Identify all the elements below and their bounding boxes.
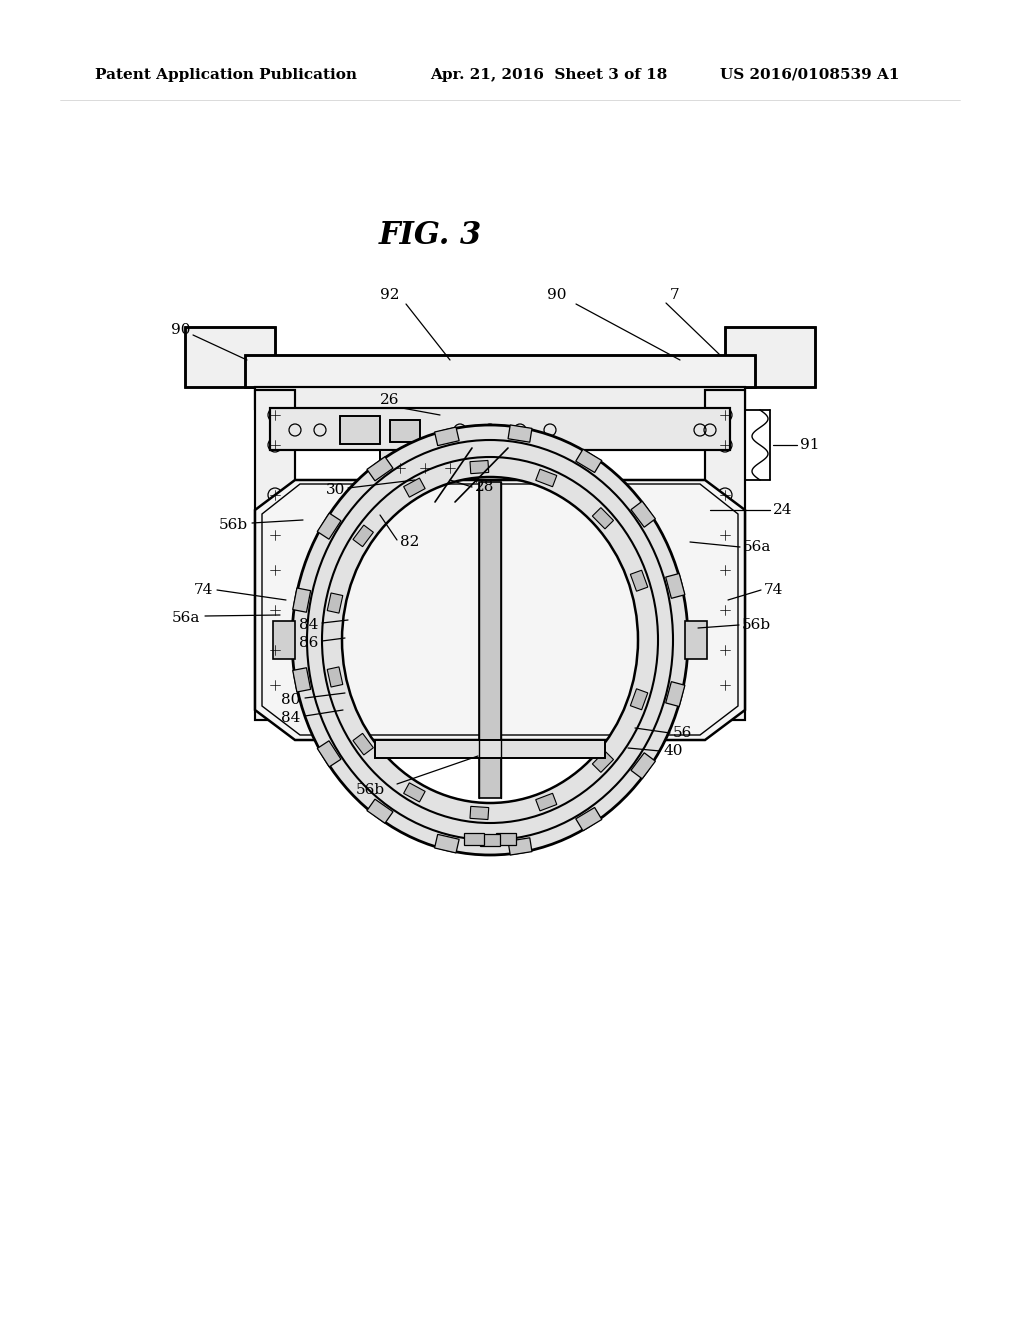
Text: 74: 74 — [764, 583, 783, 597]
Bar — [725, 327, 815, 387]
Bar — [496, 833, 516, 845]
Polygon shape — [403, 783, 425, 803]
Polygon shape — [255, 480, 745, 741]
Polygon shape — [353, 525, 374, 546]
Polygon shape — [292, 425, 688, 855]
Polygon shape — [508, 838, 532, 855]
Bar — [375, 741, 605, 758]
Text: 56b: 56b — [219, 517, 248, 532]
Text: US 2016/0108539 A1: US 2016/0108539 A1 — [720, 69, 899, 82]
Text: FIG. 3: FIG. 3 — [379, 219, 481, 251]
Bar — [340, 416, 380, 444]
Bar — [245, 355, 755, 387]
Polygon shape — [631, 689, 648, 710]
Polygon shape — [367, 457, 393, 480]
Bar — [255, 389, 295, 719]
Bar — [390, 420, 420, 442]
Bar — [185, 327, 275, 387]
Polygon shape — [666, 681, 685, 706]
Polygon shape — [470, 461, 488, 474]
Text: 56b: 56b — [355, 783, 385, 797]
Text: 56a: 56a — [743, 540, 771, 554]
Bar — [415, 482, 455, 502]
Bar — [705, 389, 745, 719]
Bar — [375, 741, 605, 758]
Bar — [340, 416, 380, 444]
Text: 91: 91 — [800, 438, 819, 451]
Polygon shape — [434, 834, 459, 853]
Text: 26: 26 — [380, 393, 399, 407]
Bar — [390, 420, 420, 442]
Polygon shape — [592, 751, 613, 772]
Polygon shape — [317, 741, 341, 767]
Text: 90: 90 — [547, 288, 566, 302]
Polygon shape — [575, 449, 602, 473]
Bar — [270, 408, 730, 450]
Polygon shape — [353, 734, 374, 755]
Bar — [685, 620, 707, 659]
Polygon shape — [631, 752, 655, 779]
Polygon shape — [592, 508, 613, 529]
Bar — [255, 387, 745, 409]
Polygon shape — [328, 667, 343, 686]
Text: Patent Application Publication: Patent Application Publication — [95, 69, 357, 82]
Bar — [185, 327, 275, 387]
Text: 84: 84 — [281, 711, 300, 725]
Text: 80: 80 — [281, 693, 300, 708]
Bar — [480, 834, 500, 846]
Text: 90: 90 — [171, 323, 190, 337]
Bar — [245, 355, 755, 387]
Bar — [273, 620, 295, 659]
Text: 56: 56 — [673, 726, 692, 741]
Text: 40: 40 — [663, 744, 683, 758]
Bar — [255, 389, 295, 719]
Polygon shape — [508, 425, 532, 442]
Polygon shape — [293, 668, 310, 692]
Text: 86: 86 — [299, 636, 318, 649]
Polygon shape — [470, 807, 488, 820]
Polygon shape — [293, 587, 310, 612]
Polygon shape — [666, 573, 685, 598]
Polygon shape — [575, 808, 602, 830]
Text: 7: 7 — [670, 288, 680, 302]
Polygon shape — [631, 502, 655, 527]
Polygon shape — [317, 513, 341, 539]
Text: 74: 74 — [194, 583, 213, 597]
Text: 84: 84 — [299, 618, 318, 632]
Text: 30: 30 — [326, 483, 345, 498]
Bar — [705, 389, 745, 719]
Bar — [380, 450, 450, 482]
Text: 82: 82 — [400, 535, 420, 549]
Bar — [415, 482, 455, 502]
Text: 56a: 56a — [172, 611, 200, 624]
Polygon shape — [536, 793, 557, 810]
Polygon shape — [536, 469, 557, 487]
Bar — [380, 450, 450, 482]
Text: 92: 92 — [380, 288, 399, 302]
Bar — [464, 833, 484, 845]
Text: 24: 24 — [773, 503, 793, 517]
Bar — [725, 327, 815, 387]
Bar — [270, 408, 730, 450]
Bar — [479, 482, 501, 799]
Polygon shape — [434, 428, 459, 446]
Polygon shape — [367, 799, 393, 824]
Polygon shape — [631, 570, 648, 591]
Text: Apr. 21, 2016  Sheet 3 of 18: Apr. 21, 2016 Sheet 3 of 18 — [430, 69, 668, 82]
Polygon shape — [403, 478, 425, 498]
Bar — [255, 387, 745, 409]
Text: 56b: 56b — [742, 618, 771, 632]
Text: 28: 28 — [475, 480, 495, 494]
Polygon shape — [328, 593, 343, 612]
